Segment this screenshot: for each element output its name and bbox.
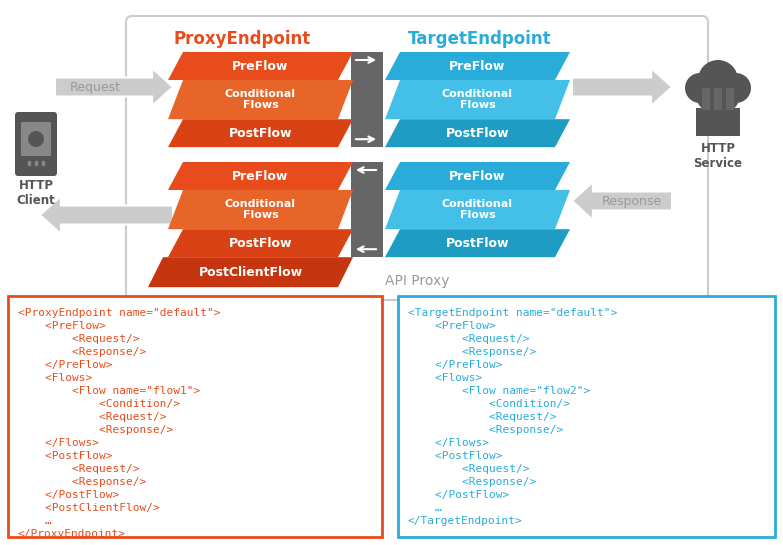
Text: PostFlow: PostFlow	[229, 237, 292, 250]
Polygon shape	[385, 52, 570, 80]
FancyBboxPatch shape	[21, 122, 51, 156]
Text: <PostFlow>: <PostFlow>	[408, 451, 503, 461]
Polygon shape	[168, 80, 353, 119]
Text: </PostFlow>: </PostFlow>	[18, 490, 119, 500]
Text: </TargetEndpoint>: </TargetEndpoint>	[408, 516, 523, 526]
FancyBboxPatch shape	[702, 88, 710, 110]
Circle shape	[685, 73, 715, 103]
Text: </PostFlow>: </PostFlow>	[408, 490, 509, 500]
Text: <Flow name="flow2">: <Flow name="flow2">	[408, 386, 590, 396]
Text: <Request/>: <Request/>	[18, 464, 139, 474]
Text: </Flows>: </Flows>	[18, 438, 99, 448]
Text: </Flows>: </Flows>	[408, 438, 489, 448]
Text: <Response/>: <Response/>	[18, 347, 146, 357]
Polygon shape	[168, 162, 353, 190]
Polygon shape	[55, 68, 173, 106]
Polygon shape	[385, 162, 570, 190]
Text: <Flows>: <Flows>	[408, 373, 482, 383]
FancyBboxPatch shape	[726, 88, 734, 110]
Text: Response: Response	[602, 195, 662, 208]
Circle shape	[721, 73, 751, 103]
Polygon shape	[168, 190, 353, 229]
Text: </ProxyEndpoint>: </ProxyEndpoint>	[18, 529, 126, 539]
Polygon shape	[572, 68, 672, 106]
Text: <Flow name="flow1">: <Flow name="flow1">	[18, 386, 200, 396]
Text: <PreFlow>: <PreFlow>	[18, 321, 106, 331]
Text: PostFlow: PostFlow	[229, 126, 292, 140]
Text: PostFlow: PostFlow	[446, 237, 509, 250]
Circle shape	[28, 131, 44, 147]
FancyBboxPatch shape	[398, 296, 775, 537]
Text: <Flows>: <Flows>	[18, 373, 92, 383]
Text: …: …	[408, 503, 442, 513]
Text: HTTP
Client: HTTP Client	[16, 179, 56, 207]
Polygon shape	[168, 229, 353, 257]
FancyBboxPatch shape	[8, 296, 382, 537]
Polygon shape	[385, 229, 570, 257]
Text: <Response/>: <Response/>	[18, 425, 173, 435]
Text: PreFlow: PreFlow	[233, 169, 289, 183]
Text: Conditional
Flows: Conditional Flows	[225, 199, 296, 220]
Polygon shape	[572, 182, 672, 220]
Polygon shape	[385, 190, 570, 229]
Polygon shape	[385, 80, 570, 119]
Text: <Condition/>: <Condition/>	[408, 399, 570, 409]
Polygon shape	[351, 162, 383, 257]
Text: PostClientFlow: PostClientFlow	[198, 266, 302, 278]
FancyBboxPatch shape	[126, 16, 708, 300]
Text: <Condition/>: <Condition/>	[18, 399, 180, 409]
Polygon shape	[40, 196, 173, 234]
Text: <PreFlow>: <PreFlow>	[408, 321, 496, 331]
Text: <TargetEndpoint name="default">: <TargetEndpoint name="default">	[408, 308, 617, 318]
Polygon shape	[351, 52, 383, 147]
Text: API Proxy: API Proxy	[384, 274, 449, 288]
Text: <Response/>: <Response/>	[18, 477, 146, 487]
Text: <Request/>: <Request/>	[18, 334, 139, 344]
Text: </PreFlow>: </PreFlow>	[18, 360, 113, 370]
Text: <Request/>: <Request/>	[408, 464, 529, 474]
Circle shape	[713, 85, 739, 111]
Text: TargetEndpoint: TargetEndpoint	[408, 30, 552, 48]
Text: HTTP
Service: HTTP Service	[694, 142, 742, 170]
Text: PreFlow: PreFlow	[233, 59, 289, 72]
Polygon shape	[385, 119, 570, 147]
Circle shape	[704, 88, 732, 116]
Text: <Response/>: <Response/>	[408, 477, 536, 487]
Circle shape	[698, 60, 738, 100]
FancyBboxPatch shape	[714, 88, 722, 110]
Text: </PreFlow>: </PreFlow>	[408, 360, 503, 370]
Polygon shape	[168, 52, 353, 80]
Text: PreFlow: PreFlow	[449, 59, 506, 72]
Text: <PostFlow>: <PostFlow>	[18, 451, 113, 461]
Text: <Request/>: <Request/>	[18, 412, 167, 422]
Text: Conditional
Flows: Conditional Flows	[442, 199, 513, 220]
Text: Conditional
Flows: Conditional Flows	[225, 89, 296, 111]
Text: <ProxyEndpoint name="default">: <ProxyEndpoint name="default">	[18, 308, 221, 318]
Text: …: …	[18, 516, 52, 526]
Text: PreFlow: PreFlow	[449, 169, 506, 183]
Text: <Request/>: <Request/>	[408, 334, 529, 344]
Text: PostFlow: PostFlow	[446, 126, 509, 140]
Polygon shape	[148, 257, 353, 287]
Text: <Request/>: <Request/>	[408, 412, 557, 422]
Text: Conditional
Flows: Conditional Flows	[442, 89, 513, 111]
Polygon shape	[168, 119, 353, 147]
Text: Request: Request	[70, 81, 121, 94]
Text: <Response/>: <Response/>	[408, 425, 563, 435]
FancyBboxPatch shape	[15, 112, 57, 176]
Text: <Response/>: <Response/>	[408, 347, 536, 357]
Text: ProxyEndpoint: ProxyEndpoint	[173, 30, 311, 48]
Circle shape	[697, 85, 723, 111]
FancyBboxPatch shape	[696, 108, 740, 136]
Text: <PostClientFlow/>: <PostClientFlow/>	[18, 503, 160, 513]
